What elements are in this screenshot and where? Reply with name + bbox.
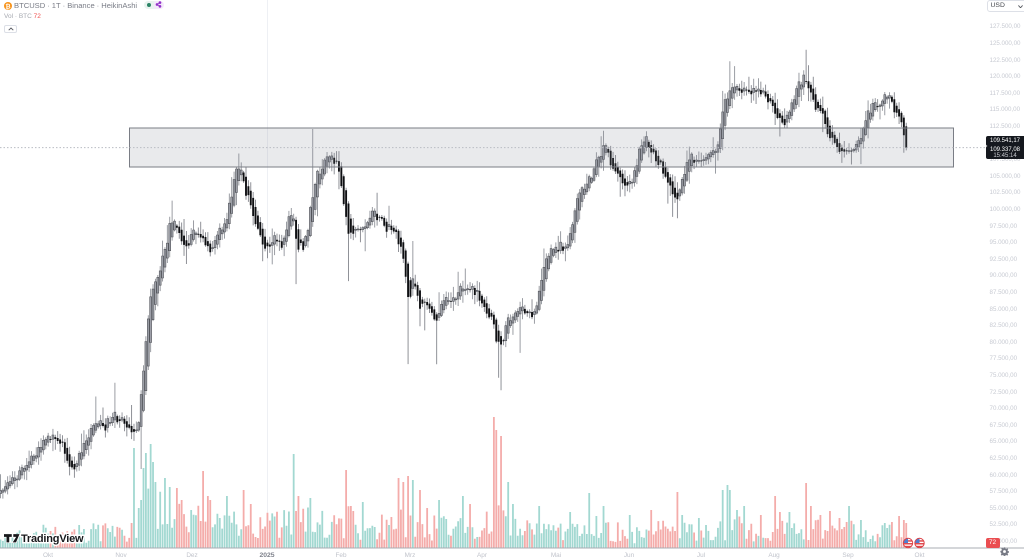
svg-text:₿: ₿ xyxy=(5,2,10,10)
